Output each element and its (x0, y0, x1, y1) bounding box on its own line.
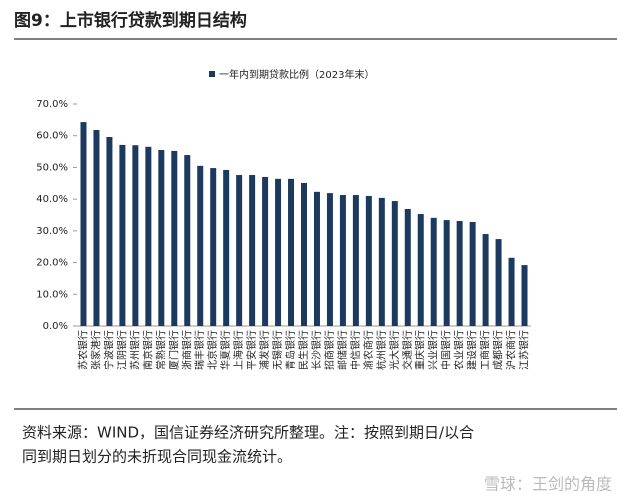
y-tick-label: 0.0% (43, 321, 68, 332)
bar (521, 265, 528, 326)
footnote: 资料来源：WIND，国信证券经济研究所整理。注：按照到期日/以合 (22, 424, 474, 442)
bar (495, 239, 502, 326)
bar (275, 178, 282, 326)
x-tick-label: 江阴银行 (115, 330, 128, 370)
x-tick-label: 张家港行 (89, 330, 102, 370)
x-tick-label: 中国银行 (440, 330, 453, 370)
x-tick-label: 平安银行 (245, 330, 258, 370)
bar (365, 195, 372, 326)
x-tick-label: 成都银行 (492, 330, 505, 370)
legend-label: 一年内到期贷款比例（2023年末） (219, 68, 374, 81)
x-tick-label: 宁波银行 (102, 330, 115, 370)
bar (417, 214, 424, 326)
x-tick-label: 上海银行 (232, 330, 245, 370)
bar (132, 145, 139, 326)
bar (288, 178, 295, 326)
bar (145, 146, 152, 326)
x-tick-label: 光大银行 (388, 330, 401, 370)
bar (508, 257, 515, 326)
y-tick-label: 30.0% (36, 226, 68, 237)
x-tick-label: 沪农商行 (505, 330, 518, 370)
bar (158, 149, 165, 326)
bar (352, 195, 359, 326)
bar (391, 201, 398, 326)
bar (378, 197, 385, 326)
bar (106, 136, 113, 326)
y-tick-label: 20.0% (36, 258, 68, 269)
bar (301, 182, 307, 326)
x-tick-label: 重庆银行 (414, 330, 427, 370)
y-tick-label: 40.0% (36, 194, 68, 205)
bar (443, 220, 450, 326)
bar (313, 191, 320, 326)
bar (326, 193, 333, 326)
bar (236, 175, 243, 326)
x-tick-label: 渝农商行 (362, 330, 375, 370)
legend-swatch (209, 71, 215, 77)
x-tick-label: 农业银行 (453, 330, 466, 370)
x-tick-label: 邮储银行 (336, 330, 349, 370)
x-tick-label: 浙商银行 (180, 330, 193, 370)
footnote: 同到期日划分的未折现合同现金流统计。 (22, 448, 292, 466)
x-tick-label: 南京银行 (141, 330, 154, 370)
x-tick-label: 兴业银行 (427, 330, 440, 370)
bar (197, 165, 204, 326)
watermark: 雪球：王剑的角度 (484, 475, 612, 494)
bar (249, 175, 256, 326)
x-tick-label: 民生银行 (297, 330, 310, 370)
y-tick-label: 70.0% (36, 99, 68, 110)
bar (171, 150, 178, 326)
bar (430, 217, 437, 326)
x-tick-label: 招商银行 (323, 330, 336, 370)
x-tick-label: 苏州银行 (128, 330, 141, 370)
chart-title: 图9：上市银行贷款到期日结构 (14, 10, 247, 31)
bar (482, 234, 489, 326)
x-tick-label: 工商银行 (479, 330, 492, 370)
x-tick-label: 厦门银行 (167, 330, 180, 370)
bar (93, 130, 100, 326)
x-tick-label: 青岛银行 (284, 330, 297, 370)
x-tick-label: 无锡银行 (271, 330, 284, 370)
bar (262, 176, 269, 326)
x-tick-label: 常熟银行 (154, 330, 167, 370)
y-tick-label: 50.0% (36, 162, 68, 173)
bar (80, 122, 87, 326)
bar (210, 168, 217, 326)
x-tick-label: 瑞丰银行 (193, 330, 206, 370)
bar (119, 144, 126, 326)
bar (184, 155, 191, 326)
x-tick-label: 中信银行 (349, 330, 362, 370)
y-tick-label: 10.0% (36, 289, 68, 300)
bar (339, 195, 346, 326)
bar (469, 221, 476, 326)
x-tick-label: 建设银行 (466, 330, 479, 370)
bar (404, 208, 411, 326)
y-tick-label: 60.0% (36, 131, 68, 142)
x-tick-label: 江苏银行 (518, 330, 531, 370)
x-tick-label: 华夏银行 (219, 330, 232, 370)
x-tick-label: 北京银行 (206, 330, 219, 370)
x-tick-label: 长沙银行 (310, 330, 323, 370)
bar (223, 169, 230, 326)
x-tick-label: 杭州银行 (375, 330, 388, 370)
x-tick-label: 交通银行 (401, 330, 414, 370)
x-tick-label: 浦发银行 (258, 330, 271, 370)
x-tick-label: 苏农银行 (76, 330, 89, 370)
bar (456, 221, 463, 326)
